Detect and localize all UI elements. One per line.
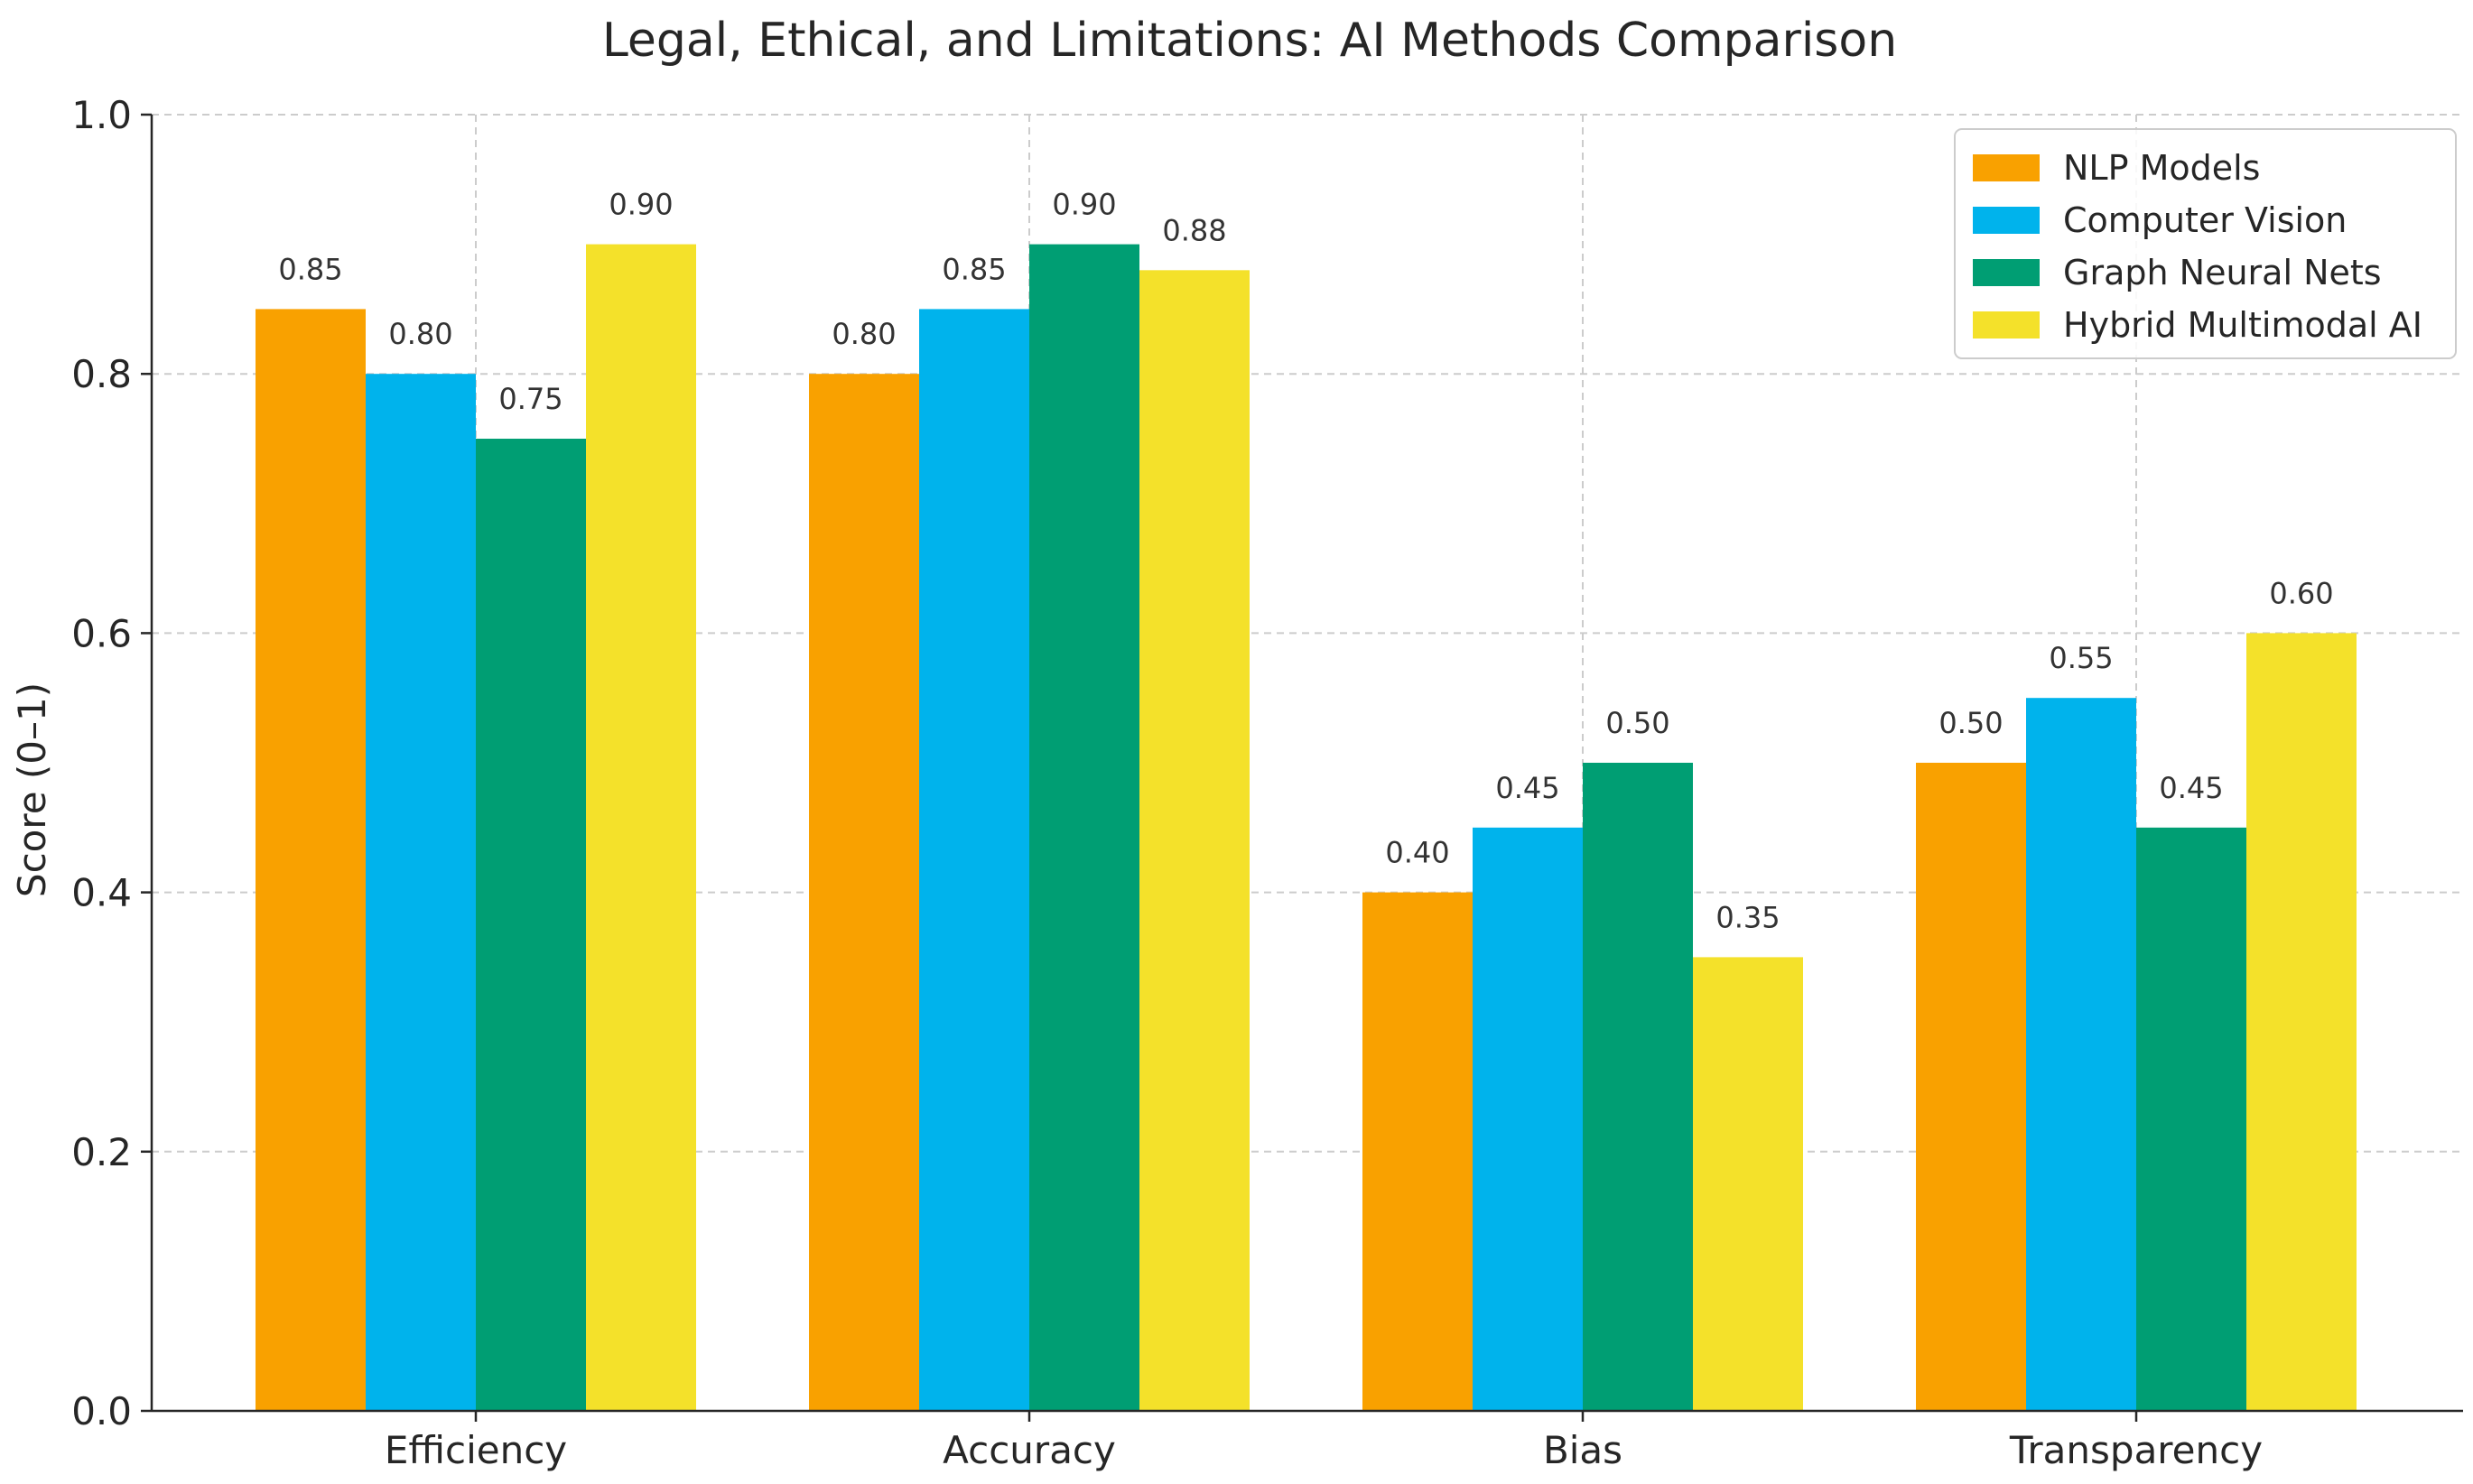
bar-hybrid-multimodal-ai-accuracy	[1139, 270, 1250, 1411]
legend-swatch	[1973, 207, 2040, 234]
data-label: 0.45	[1495, 771, 1559, 805]
y-tick-label: 0.8	[71, 352, 132, 396]
bar-graph-neural-nets-accuracy	[1029, 244, 1139, 1412]
bar-computer-vision-transparency	[2026, 698, 2136, 1411]
data-label: 0.50	[1938, 706, 2003, 740]
bar-computer-vision-efficiency	[366, 374, 476, 1412]
legend-entry: NLP Models	[2063, 148, 2260, 188]
data-label: 0.75	[498, 382, 562, 416]
data-label: 0.50	[1605, 706, 1669, 740]
bar-hybrid-multimodal-ai-transparency	[2246, 633, 2357, 1411]
bar-hybrid-multimodal-ai-bias	[1693, 957, 1803, 1411]
legend: NLP Models Computer Vision Graph Neural Ne…	[1954, 128, 2457, 359]
x-tick-label: Bias	[1543, 1428, 1622, 1472]
data-label: 0.80	[832, 317, 896, 351]
y-tick-label: 0.2	[71, 1130, 132, 1174]
bar-computer-vision-accuracy	[919, 309, 1029, 1411]
data-label: 0.88	[1162, 213, 1226, 247]
bars	[256, 244, 2357, 1412]
data-label: 0.40	[1385, 836, 1449, 870]
x-tick-label: Transparency	[2009, 1428, 2263, 1472]
bar-computer-vision-bias	[1473, 827, 1583, 1411]
data-label: 0.85	[278, 252, 342, 286]
bar-nlp-models-efficiency	[256, 309, 366, 1411]
data-label: 0.80	[388, 317, 452, 351]
legend-swatch	[1973, 259, 2040, 286]
legend-entry: Hybrid Multimodal AI	[2063, 305, 2422, 345]
axes: 0.0 0.2 0.4 0.6 0.8 1.0 Efficiency Accuracy Bias…	[71, 93, 2463, 1472]
y-tick-label: 0.0	[71, 1389, 132, 1433]
x-tick-label: Efficiency	[385, 1428, 567, 1472]
data-label: 0.60	[2269, 576, 2333, 610]
legend-frame	[1954, 128, 2457, 359]
legend-entry: Computer Vision	[2063, 200, 2347, 240]
x-tick-label: Accuracy	[943, 1428, 1116, 1472]
chart-title: Legal, Ethical, and Limitations: AI Meth…	[602, 14, 1897, 68]
data-label: 0.90	[609, 188, 673, 222]
legend-swatch	[1973, 154, 2040, 181]
data-label: 0.35	[1715, 900, 1780, 934]
data-labels: 0.85 0.80 0.40 0.50 0.80 0.85 0.45 0.55 0.75 0.90…	[278, 188, 2333, 935]
y-tick-label: 0.4	[71, 871, 132, 915]
bar-graph-neural-nets-bias	[1583, 763, 1693, 1411]
data-label: 0.85	[942, 252, 1006, 286]
y-axis-label: Score (0–1)	[10, 682, 54, 897]
bar-graph-neural-nets-efficiency	[476, 439, 586, 1411]
bar-nlp-models-bias	[1362, 892, 1473, 1411]
y-tick-label: 0.6	[71, 611, 132, 655]
data-label: 0.45	[2159, 771, 2223, 805]
y-tick-label: 1.0	[71, 93, 132, 137]
bar-graph-neural-nets-transparency	[2136, 827, 2246, 1411]
bar-nlp-models-accuracy	[809, 374, 919, 1412]
data-label: 0.55	[2049, 641, 2113, 675]
bar-nlp-models-transparency	[1916, 763, 2026, 1411]
legend-entry: Graph Neural Nets	[2063, 253, 2382, 292]
bar-hybrid-multimodal-ai-efficiency	[586, 244, 696, 1412]
data-label: 0.90	[1052, 188, 1116, 222]
legend-swatch	[1973, 311, 2040, 339]
